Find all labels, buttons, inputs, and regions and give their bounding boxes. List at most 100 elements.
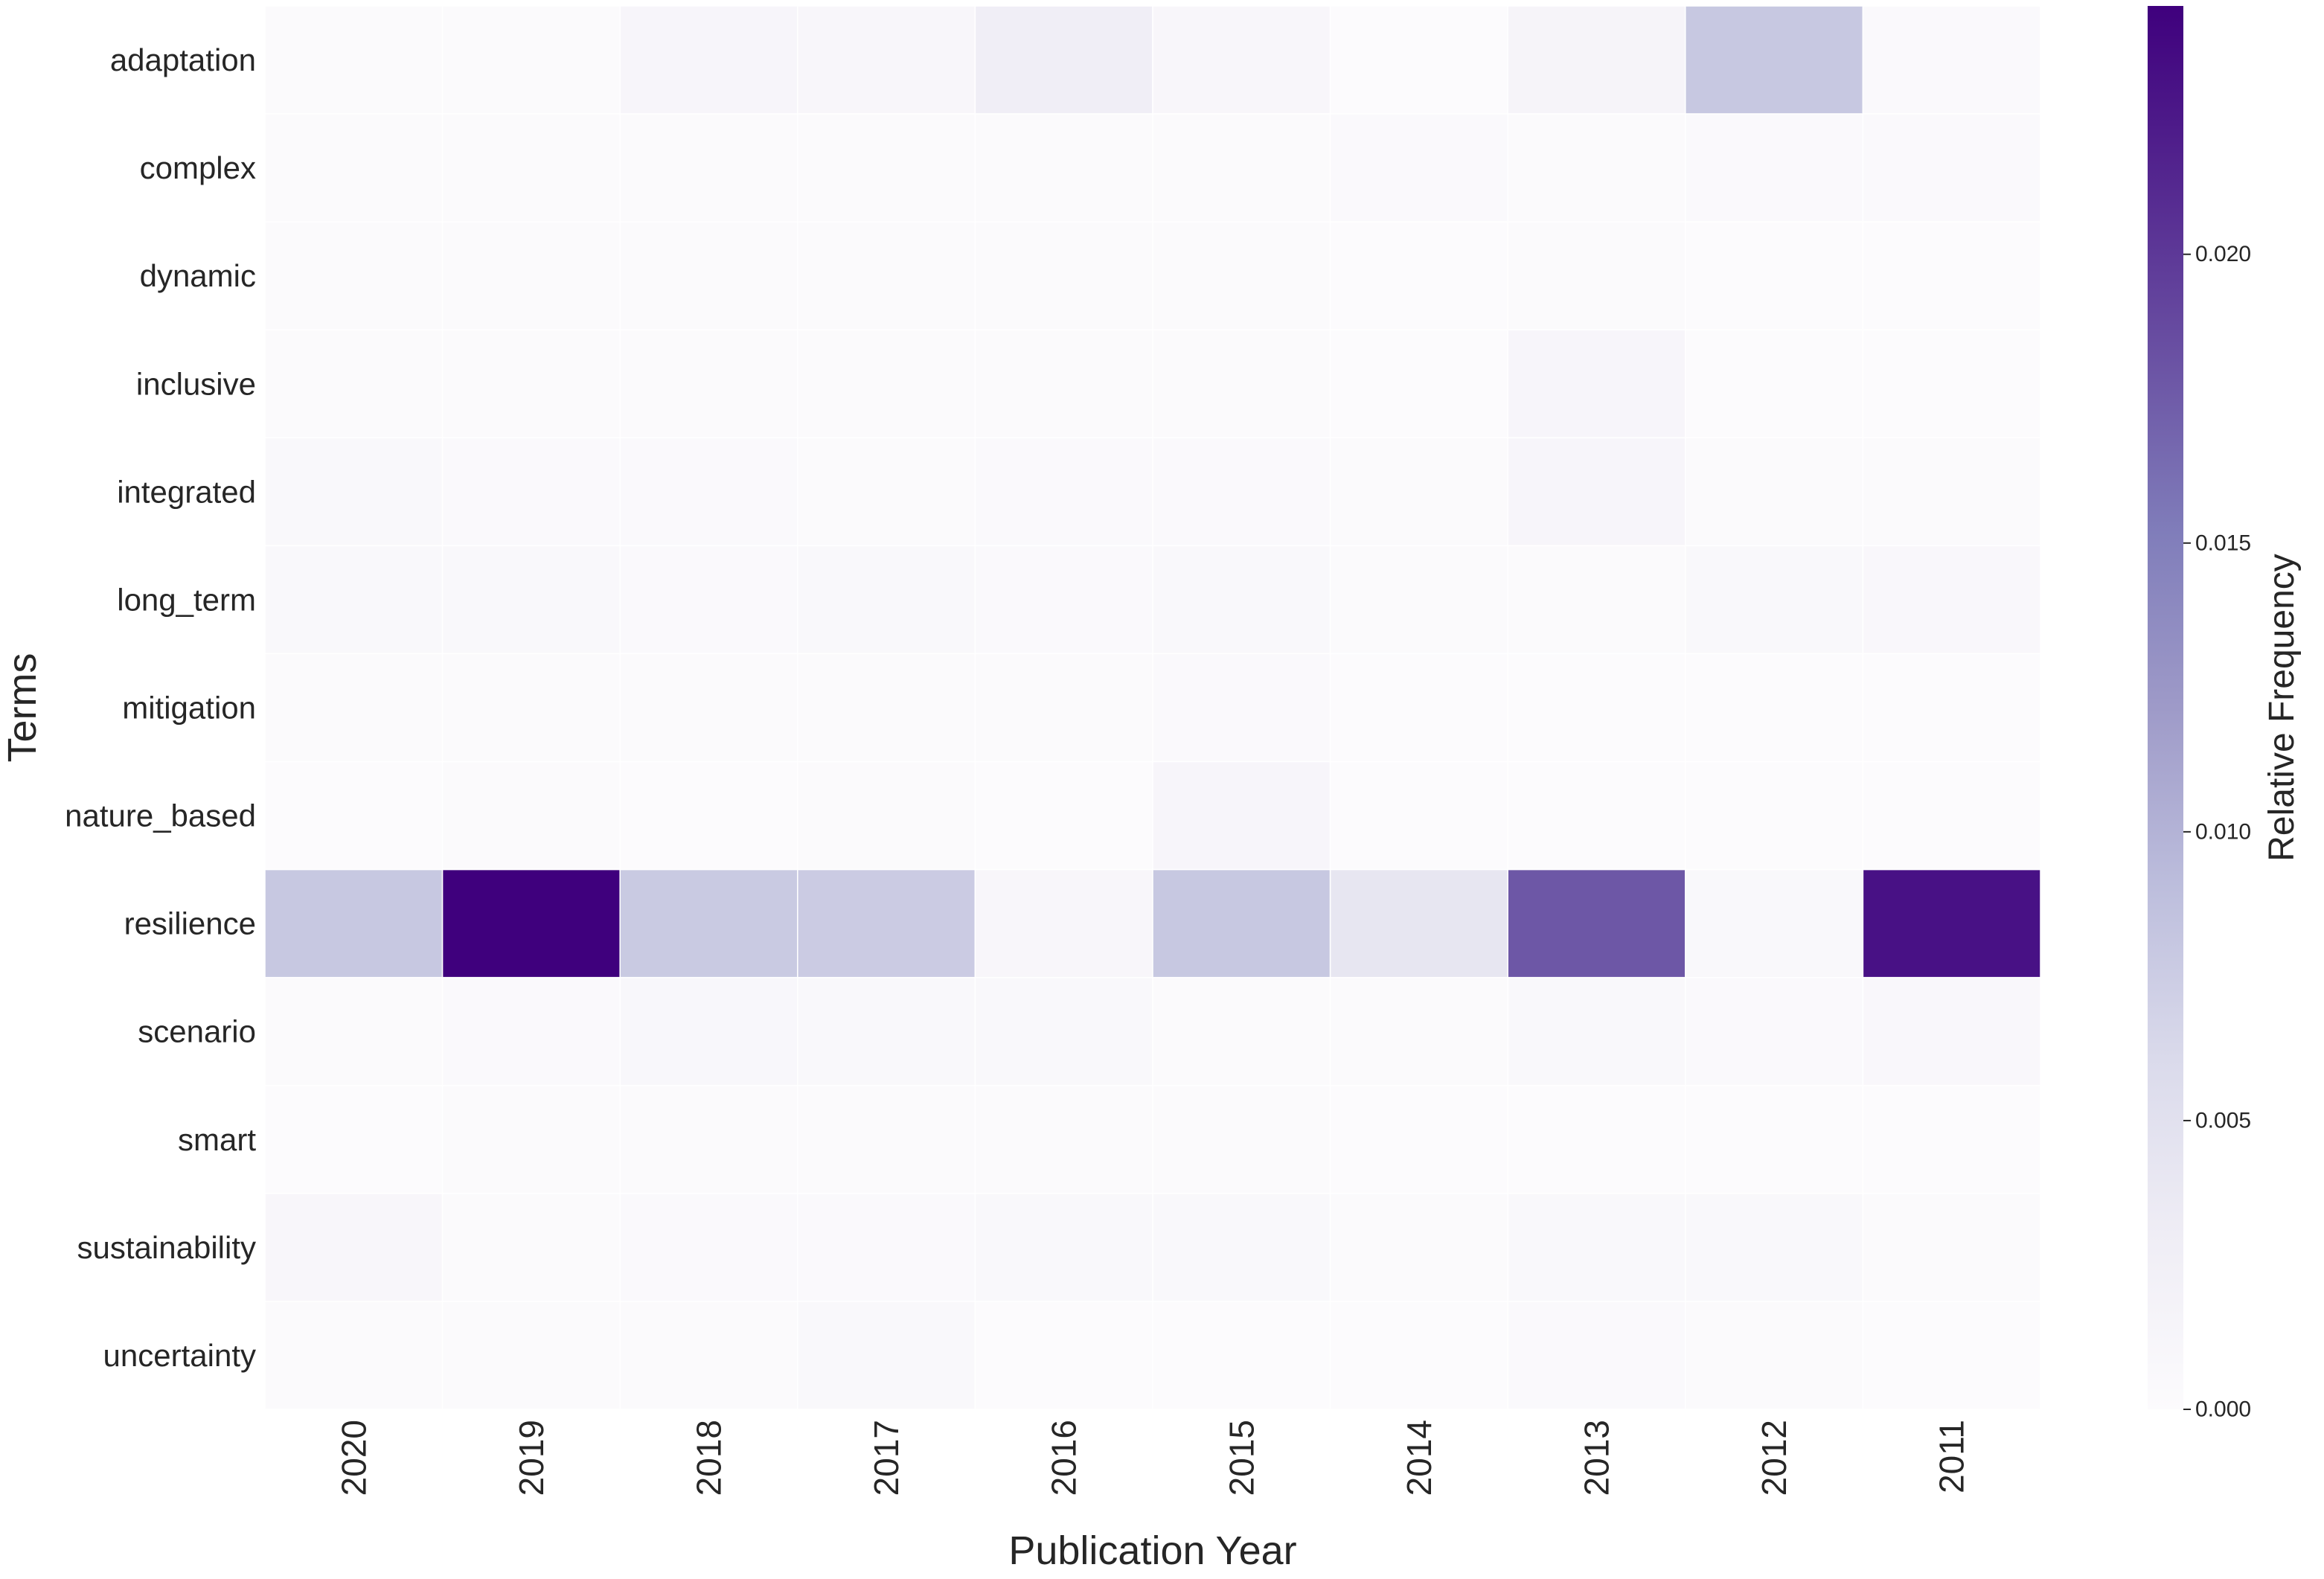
heatmap-cell xyxy=(1862,113,2041,222)
heatmap-cell xyxy=(1862,329,2041,439)
heatmap-cell xyxy=(974,221,1153,330)
heatmap-cell xyxy=(1685,1085,1864,1194)
x-tick-label: 2013 xyxy=(1578,1420,1616,1496)
heatmap-cell xyxy=(1507,1301,1686,1410)
heatmap-cell xyxy=(1862,653,2041,763)
heatmap-cell xyxy=(619,113,798,222)
heatmap-cell xyxy=(797,653,976,763)
heatmap-cell xyxy=(797,329,976,439)
heatmap-cell xyxy=(1152,1301,1331,1410)
heatmap-cell xyxy=(1862,1193,2041,1302)
heatmap-cell xyxy=(619,329,798,439)
heatmap-cell xyxy=(1507,437,1686,547)
heatmap-cell xyxy=(264,1301,444,1410)
y-tick-label: scenario xyxy=(138,1014,256,1049)
colorbar-tick-label: 0.005 xyxy=(2195,1108,2251,1133)
colorbar-gradient xyxy=(2148,6,2183,1409)
colorbar: 0.000 0.005 0.010 0.015 0.020 Relative Frequ… xyxy=(2148,6,2302,1422)
heatmap-cell xyxy=(441,653,621,763)
heatmap-cell xyxy=(1329,1193,1508,1302)
heatmap-cell xyxy=(1862,221,2041,330)
heatmap-cell xyxy=(264,221,444,330)
heatmap-cell xyxy=(797,1085,976,1194)
heatmap-cell xyxy=(1152,329,1331,439)
heatmap-cell xyxy=(619,437,798,547)
heatmap-cell xyxy=(1329,5,1508,115)
heatmap-cell xyxy=(1152,221,1331,330)
heatmap-cell xyxy=(974,1193,1153,1302)
heatmap-cell xyxy=(1507,868,1686,979)
heatmap-cell xyxy=(264,5,444,115)
heatmap-cell xyxy=(264,1085,444,1194)
heatmap-cell xyxy=(441,868,621,979)
heatmap-cell xyxy=(264,760,444,871)
heatmap-cell xyxy=(1152,1193,1331,1302)
heatmap-cell xyxy=(264,976,444,1086)
heatmap-cell xyxy=(1507,760,1686,871)
heatmap-cell xyxy=(1685,545,1864,655)
heatmap-cell xyxy=(1862,868,2041,979)
heatmap-cell xyxy=(1329,653,1508,763)
y-tick-labels: adaptation complex dynamic inclusive integra… xyxy=(65,42,256,1373)
heatmap-cell xyxy=(797,113,976,222)
heatmap-cell xyxy=(1152,5,1331,115)
heatmap-cell xyxy=(1685,329,1864,439)
heatmap-cell xyxy=(619,221,798,330)
colorbar-tick-label: 0.000 xyxy=(2195,1397,2251,1422)
heatmap-cell xyxy=(797,1301,976,1410)
heatmap-cell xyxy=(974,437,1153,547)
heatmap-cell xyxy=(1685,1193,1864,1302)
heatmap-cell xyxy=(619,760,798,871)
heatmap-cells xyxy=(264,5,2041,1410)
heatmap-cell xyxy=(441,976,621,1086)
heatmap-cell xyxy=(797,545,976,655)
heatmap-cell xyxy=(1685,976,1864,1086)
heatmap-cell xyxy=(619,5,798,115)
heatmap-cell xyxy=(441,545,621,655)
heatmap-cell xyxy=(1152,437,1331,547)
heatmap-cell xyxy=(1329,976,1508,1086)
heatmap-cell xyxy=(264,653,444,763)
heatmap-cell xyxy=(1862,1301,2041,1410)
x-axis-title: Publication Year xyxy=(1008,1528,1296,1573)
heatmap-cell xyxy=(619,1301,798,1410)
heatmap-cell xyxy=(264,437,444,547)
heatmap-cell xyxy=(264,545,444,655)
heatmap-cell xyxy=(974,760,1153,871)
heatmap-cell xyxy=(974,976,1153,1086)
heatmap-cell xyxy=(974,329,1153,439)
heatmap-cell xyxy=(1329,545,1508,655)
heatmap-cell xyxy=(1329,760,1508,871)
colorbar-tick-label: 0.015 xyxy=(2195,531,2251,555)
heatmap-cell xyxy=(619,1193,798,1302)
y-tick-label: sustainability xyxy=(77,1230,256,1265)
x-tick-label: 2016 xyxy=(1045,1420,1083,1496)
x-tick-label: 2017 xyxy=(867,1420,906,1496)
heatmap-cell xyxy=(797,868,976,979)
heatmap-cell xyxy=(1507,976,1686,1086)
heatmap-cell xyxy=(1507,1085,1686,1194)
heatmap-cell xyxy=(264,1193,444,1302)
heatmap-cell xyxy=(1507,653,1686,763)
x-tick-label: 2020 xyxy=(334,1420,373,1496)
heatmap-cell xyxy=(619,868,798,979)
heatmap-cell xyxy=(619,545,798,655)
heatmap-cell xyxy=(441,5,621,115)
y-tick-label: uncertainty xyxy=(103,1338,256,1373)
heatmap-cell xyxy=(797,437,976,547)
y-tick-label: nature_based xyxy=(65,798,256,833)
y-tick-label: long_term xyxy=(117,582,256,617)
x-tick-label: 2012 xyxy=(1755,1420,1793,1496)
heatmap-cell xyxy=(1329,329,1508,439)
heatmap-cell xyxy=(1685,113,1864,222)
heatmap-cell xyxy=(974,545,1153,655)
heatmap-cell xyxy=(1152,760,1331,871)
heatmap-cell xyxy=(1507,1193,1686,1302)
y-axis-title: Terms xyxy=(0,653,45,763)
heatmap-cell xyxy=(1507,113,1686,222)
heatmap-cell xyxy=(974,653,1153,763)
heatmap-cell xyxy=(441,760,621,871)
heatmap-cell xyxy=(797,5,976,115)
heatmap-cell xyxy=(1329,113,1508,222)
